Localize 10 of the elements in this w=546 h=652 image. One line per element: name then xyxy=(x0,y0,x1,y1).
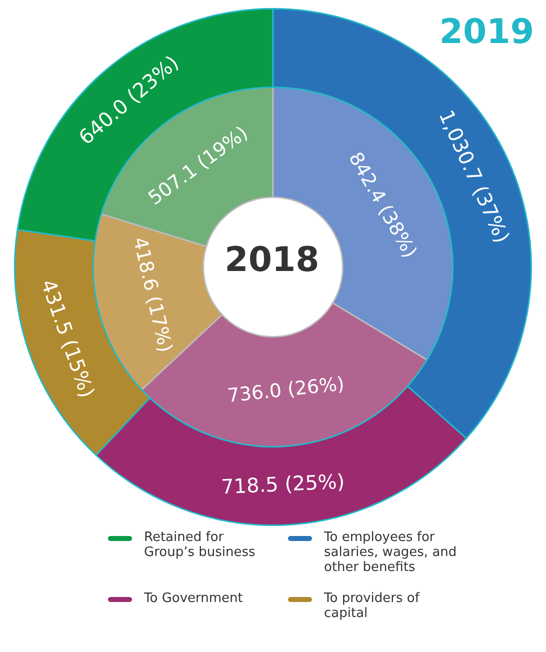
slice-label: 2018 xyxy=(224,240,320,280)
data-label: 418.6 (17%) xyxy=(128,235,176,354)
legend-label: To Government xyxy=(144,591,243,606)
data-label: 431.5 (15%) xyxy=(36,276,100,401)
data-label: 736.0 (26%) xyxy=(226,372,346,408)
legend-label: Retained for Group’s business xyxy=(144,530,256,560)
legend-label: To providers of capital xyxy=(324,591,421,621)
data-label: 718.5 (25%) xyxy=(220,469,346,499)
slice-label: 2019 xyxy=(439,12,534,52)
legend-label: To employees for salaries, wages, and other benefits xyxy=(324,530,458,575)
